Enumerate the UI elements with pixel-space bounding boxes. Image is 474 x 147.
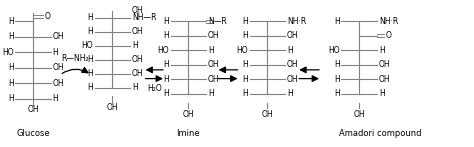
Text: Imine: Imine	[176, 129, 200, 138]
Text: NH·R: NH·R	[287, 17, 306, 26]
Text: H: H	[208, 89, 214, 98]
Text: H: H	[242, 17, 248, 26]
Text: H: H	[287, 89, 293, 98]
Text: OH: OH	[287, 60, 299, 69]
Text: HO: HO	[236, 46, 248, 55]
Text: H: H	[132, 41, 137, 50]
Text: OH: OH	[132, 69, 144, 78]
Text: OH: OH	[379, 75, 391, 84]
Text: OH: OH	[354, 110, 365, 119]
Text: OH: OH	[287, 75, 299, 84]
Text: H: H	[87, 69, 93, 78]
Text: OH: OH	[208, 31, 219, 40]
Text: H: H	[242, 89, 248, 98]
Text: H: H	[53, 95, 58, 103]
Text: R—NH₂: R—NH₂	[61, 54, 89, 64]
Text: H: H	[163, 89, 169, 98]
Text: NH·R: NH·R	[379, 17, 398, 26]
Text: NH—R: NH—R	[132, 13, 156, 22]
Text: H: H	[379, 89, 384, 98]
Text: H: H	[334, 17, 340, 26]
Text: N—R: N—R	[208, 17, 227, 26]
Text: OH: OH	[53, 79, 64, 88]
Text: H: H	[163, 60, 169, 69]
Text: H: H	[8, 63, 14, 72]
Text: H: H	[163, 75, 169, 84]
Text: H: H	[334, 60, 340, 69]
Text: O: O	[385, 31, 391, 40]
Text: H: H	[334, 75, 340, 84]
Text: OH: OH	[27, 105, 39, 114]
Text: H: H	[163, 31, 169, 40]
Text: OH: OH	[53, 32, 64, 41]
Text: H: H	[334, 89, 340, 98]
Text: Glucose: Glucose	[16, 129, 50, 138]
Text: H: H	[87, 55, 93, 64]
Text: OH: OH	[132, 27, 144, 36]
Text: H: H	[8, 79, 14, 88]
Text: OH: OH	[208, 60, 219, 69]
Text: OH: OH	[262, 110, 273, 119]
Text: H: H	[8, 32, 14, 41]
Text: HO: HO	[328, 46, 340, 55]
Text: H: H	[287, 46, 293, 55]
Text: OH: OH	[182, 110, 194, 119]
Text: OH: OH	[107, 103, 118, 112]
Text: H₂O: H₂O	[147, 83, 162, 93]
Text: H: H	[208, 46, 214, 55]
Text: OH: OH	[379, 60, 391, 69]
Text: OH: OH	[208, 75, 219, 84]
Text: H: H	[87, 27, 93, 36]
Text: OH: OH	[287, 31, 299, 40]
Text: H: H	[87, 13, 93, 22]
Text: HO: HO	[81, 41, 93, 50]
Text: Amadori compound: Amadori compound	[339, 129, 421, 138]
Text: HO: HO	[2, 48, 14, 57]
Text: H: H	[242, 31, 248, 40]
Text: H: H	[87, 83, 93, 92]
Text: H: H	[242, 75, 248, 84]
Text: O: O	[45, 12, 50, 21]
Text: OH: OH	[53, 63, 64, 72]
Text: H: H	[379, 46, 384, 55]
Text: H: H	[242, 60, 248, 69]
Text: H: H	[8, 95, 14, 103]
Text: H: H	[8, 17, 14, 26]
Text: H: H	[163, 17, 169, 26]
Text: OH: OH	[132, 6, 144, 15]
Text: H: H	[132, 83, 137, 92]
Text: HO: HO	[157, 46, 169, 55]
Text: H: H	[53, 48, 58, 57]
Text: OH: OH	[132, 55, 144, 64]
